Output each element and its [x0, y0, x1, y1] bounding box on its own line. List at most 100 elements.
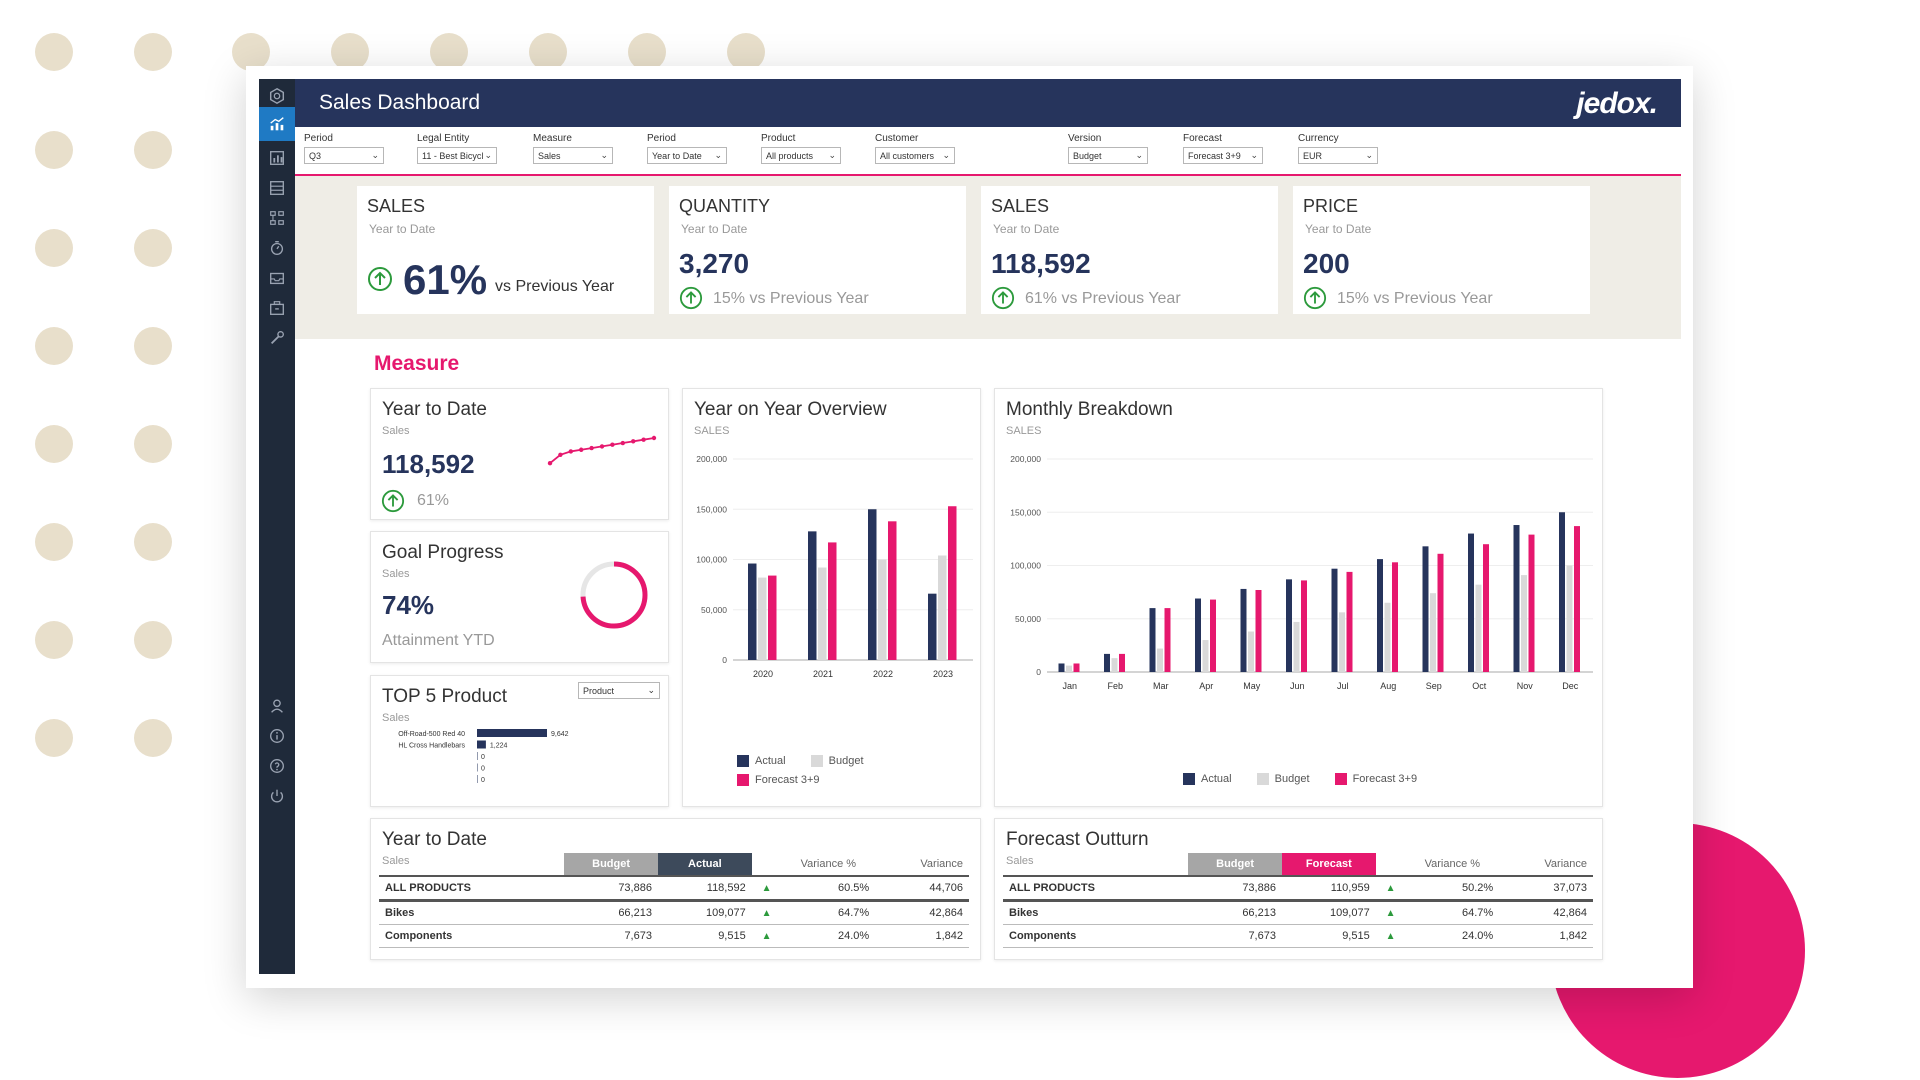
bar-actual [1422, 546, 1429, 672]
power-icon[interactable] [259, 779, 295, 813]
kpi-compare: 15% vs Previous Year [713, 290, 869, 307]
col-header-second: Actual [657, 853, 752, 876]
up-arrow-icon [1303, 286, 1327, 315]
cell-value: 109,077 [705, 907, 746, 919]
bar-forecast [768, 575, 777, 660]
kpi-value: 3,270 [679, 248, 750, 279]
briefcase-icon[interactable] [259, 291, 295, 325]
card-subtitle: SALES [1006, 425, 1042, 437]
bar-forecast [1346, 571, 1353, 672]
cell-variance: 1,842 [1559, 930, 1587, 942]
bar-budget [1566, 565, 1573, 672]
bar-budget [1202, 640, 1209, 672]
decorative-dot [134, 131, 172, 169]
filter-select[interactable]: 11 - Best Bicycl ⌄ [417, 147, 497, 164]
cell-variance: 1,842 [935, 930, 963, 942]
product-select[interactable]: Product ⌄ [578, 682, 660, 699]
report-icon[interactable] [259, 141, 295, 175]
col-header-variance-pct: Variance % [800, 858, 857, 870]
ytd-table-card: Year to Date Sales Budget Actual Varianc… [370, 818, 981, 960]
timer-icon[interactable] [259, 231, 295, 265]
chevron-down-icon: ⌄ [942, 150, 950, 160]
bar-budget [1475, 584, 1482, 672]
cell-variance-pct: 64.7% [1461, 907, 1494, 919]
kpi-title: SALES [991, 196, 1050, 216]
bar-actual [1195, 598, 1201, 672]
flow-icon[interactable] [259, 201, 295, 235]
help-icon[interactable] [259, 749, 295, 783]
yoy-bar-chart: 0 50,000 100,000 150,000 200,000 2020 2021 2022… [696, 454, 973, 679]
x-tick-label: Jul [1337, 681, 1349, 691]
decorative-dot [232, 33, 270, 71]
decorative-dot [134, 229, 172, 267]
chevron-down-icon: ⌄ [1250, 150, 1258, 160]
cell-variance: 37,073 [1553, 882, 1587, 894]
row-label: Components [385, 930, 453, 942]
kpi-value: 118,592 [991, 248, 1091, 279]
dashboard-icon[interactable] [259, 107, 295, 141]
filter-period: Period Year to Date ⌄ [647, 133, 727, 164]
wrench-icon[interactable] [259, 321, 295, 355]
filter-value: 11 - Best Bicycl [422, 150, 484, 161]
kpi-value: 61% [403, 256, 488, 303]
filter-select[interactable]: Budget ⌄ [1068, 147, 1148, 164]
bar-actual [748, 563, 757, 660]
y-tick-label: 100,000 [1010, 561, 1041, 571]
goal-progress-card: Goal Progress Sales 74% Attainment YTD [370, 531, 669, 663]
decorative-dot [35, 523, 73, 561]
decorative-dot [331, 33, 369, 71]
card-subtitle: Sales [382, 712, 410, 724]
bar-budget [1430, 593, 1436, 672]
bar-budget [1248, 631, 1254, 672]
filter-product: Product All products ⌄ [761, 133, 841, 164]
filter-label: Currency [1298, 133, 1339, 144]
y-tick-label: 50,000 [701, 605, 727, 615]
decorative-dot [35, 327, 73, 365]
filter-select[interactable]: EUR ⌄ [1298, 147, 1378, 164]
chevron-down-icon: ⌄ [647, 685, 655, 695]
year-on-year-card: Year on Year Overview SALES 0 50,000 100,0… [682, 388, 981, 807]
filter-value: Year to Date [652, 150, 702, 161]
sparkline-point [599, 444, 605, 449]
inbox-icon[interactable] [259, 261, 295, 295]
bar [477, 729, 547, 737]
kpi-subtitle: Year to Date [681, 222, 748, 236]
decorative-dot [134, 33, 172, 71]
kpi-subtitle: Year to Date [369, 222, 436, 236]
x-tick-label: Apr [1199, 681, 1213, 691]
bar-budget [758, 577, 767, 660]
user-icon[interactable] [259, 689, 295, 723]
decorative-dot [35, 425, 73, 463]
bar-budget [1339, 612, 1345, 672]
card-title: Goal Progress [382, 542, 504, 563]
row-label: Bikes [385, 907, 415, 919]
y-tick-label: 0 [1036, 667, 1041, 677]
info-icon[interactable] [259, 719, 295, 753]
cell-value: 109,077 [1329, 907, 1370, 919]
filter-select[interactable]: All customers ⌄ [875, 147, 955, 164]
forecast-outturn-card: Forecast Outturn Sales Budget Forecast V… [994, 818, 1603, 960]
filter-select[interactable]: All products ⌄ [761, 147, 841, 164]
filter-select[interactable]: Q3 ⌄ [304, 147, 384, 164]
bar-value-label: 1,224 [490, 743, 508, 750]
decorative-dot [35, 621, 73, 659]
legend-budget: Budget [1256, 773, 1310, 785]
bar-budget [1111, 658, 1118, 672]
table-icon[interactable] [259, 171, 295, 205]
title-bar: Sales Dashboard jedox. [295, 79, 1681, 127]
x-tick-label: Jun [1290, 681, 1305, 691]
sidebar [259, 79, 295, 974]
kpi-band: SALES Year to Date 61% vs Previous Year … [295, 176, 1681, 339]
up-triangle-icon: ▲ [761, 930, 772, 942]
sparkline-point [579, 447, 584, 452]
yoy-legend: Actual Budget Forecast 3+9 [737, 755, 967, 789]
hexagon-icon[interactable] [259, 79, 295, 113]
decorative-dot [134, 621, 172, 659]
filter-select[interactable]: Sales ⌄ [533, 147, 613, 164]
cell-variance-pct: 50.2% [1461, 882, 1494, 894]
filter-select[interactable]: Year to Date ⌄ [647, 147, 727, 164]
filter-value: Sales [538, 150, 561, 161]
filter-select[interactable]: Forecast 3+9 ⌄ [1183, 147, 1263, 164]
bar-forecast [1119, 653, 1125, 672]
decorative-dot [727, 33, 765, 71]
